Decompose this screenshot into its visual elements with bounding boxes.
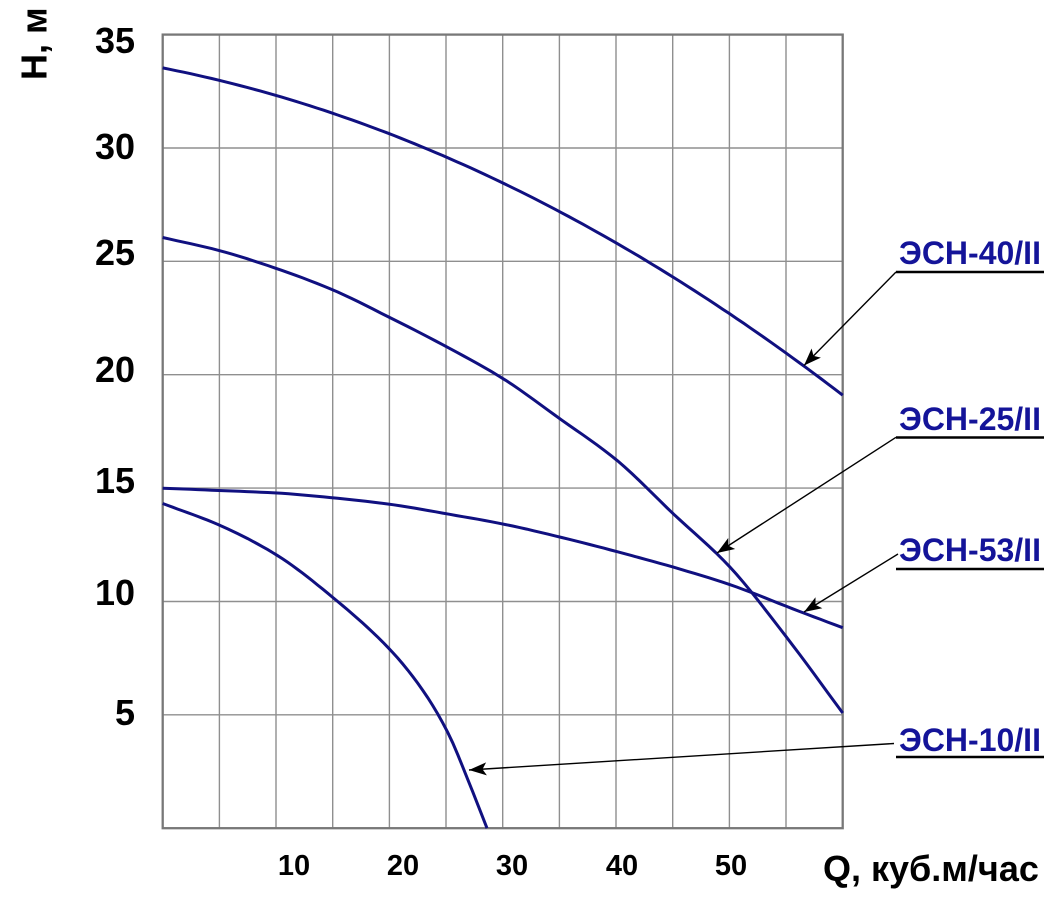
svg-text:50: 50 (715, 850, 747, 882)
svg-text:ЭСН-53/II: ЭСН-53/II (899, 532, 1041, 568)
svg-text:H, м: H, м (13, 7, 54, 80)
svg-text:ЭСН-40/II: ЭСН-40/II (899, 235, 1041, 271)
svg-text:35: 35 (95, 20, 135, 61)
svg-text:25: 25 (95, 232, 135, 273)
svg-text:15: 15 (95, 460, 135, 501)
svg-text:40: 40 (606, 850, 638, 882)
svg-text:30: 30 (496, 850, 528, 882)
svg-text:ЭСН-10/II: ЭСН-10/II (899, 722, 1041, 758)
svg-text:5: 5 (115, 692, 135, 733)
svg-text:Q, куб.м/час: Q, куб.м/час (823, 848, 1039, 889)
svg-text:30: 30 (95, 126, 135, 167)
svg-text:10: 10 (95, 572, 135, 613)
svg-text:ЭСН-25/II: ЭСН-25/II (899, 401, 1041, 437)
svg-text:20: 20 (95, 349, 135, 390)
svg-text:10: 10 (278, 850, 310, 882)
svg-text:20: 20 (387, 850, 419, 882)
